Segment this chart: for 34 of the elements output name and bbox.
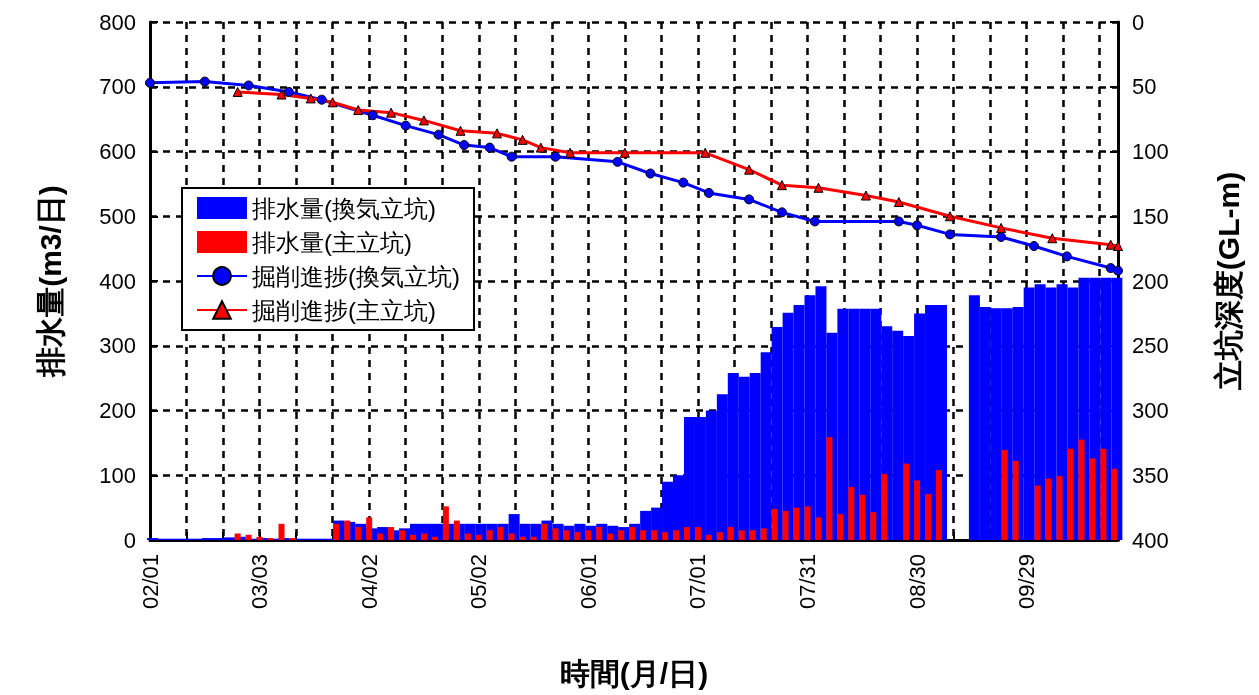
legend-label: 掘削進捗(主立坑) — [252, 296, 436, 324]
y-tick-label: 400 — [99, 268, 136, 294]
y-axis-title: 排水量(m3/日) — [33, 185, 67, 378]
x-tick-label: 07/31 — [795, 554, 821, 610]
y-tick-label: 100 — [99, 462, 136, 488]
y2-axis-title: 立坑深度(GL-m) — [1211, 171, 1245, 392]
x-tick-label: 02/01 — [137, 554, 163, 610]
legend-label: 掘削進捗(換気立坑) — [252, 262, 460, 290]
y-tick-label: 700 — [99, 74, 136, 100]
y2-tick-label: 100 — [1132, 139, 1169, 164]
y2-tick-label: 0 — [1132, 9, 1145, 35]
y-tick-label: 0 — [123, 527, 136, 553]
y-tick-label: 800 — [99, 9, 136, 35]
y-tick-label: 300 — [99, 333, 136, 359]
x-tick-label: 05/02 — [466, 554, 492, 610]
x-tick-label: 03/03 — [247, 554, 273, 610]
y-tick-label: 600 — [99, 139, 136, 164]
y2-tick-label: 300 — [1132, 398, 1169, 423]
y2-tick-label: 350 — [1132, 462, 1169, 488]
y2-tick-label: 250 — [1132, 333, 1169, 359]
y2-tick-label: 50 — [1132, 74, 1157, 100]
x-tick-label: 09/29 — [1014, 554, 1040, 610]
legend-label: 排水量(主立坑) — [252, 228, 412, 256]
y2-tick-label: 400 — [1132, 527, 1169, 553]
legend-label: 排水量(換気立坑) — [252, 194, 436, 222]
x-tick-label: 08/30 — [904, 554, 930, 610]
x-tick-label: 04/02 — [356, 554, 382, 610]
y2-tick-label: 150 — [1132, 203, 1169, 229]
x-tick-label: 07/01 — [685, 554, 711, 610]
y2-tick-label: 200 — [1132, 268, 1169, 294]
x-axis-title: 時間(月/日) — [559, 656, 709, 690]
x-tick-label: 06/01 — [575, 554, 601, 610]
y-tick-label: 200 — [99, 398, 136, 423]
y-tick-label: 500 — [99, 203, 136, 229]
